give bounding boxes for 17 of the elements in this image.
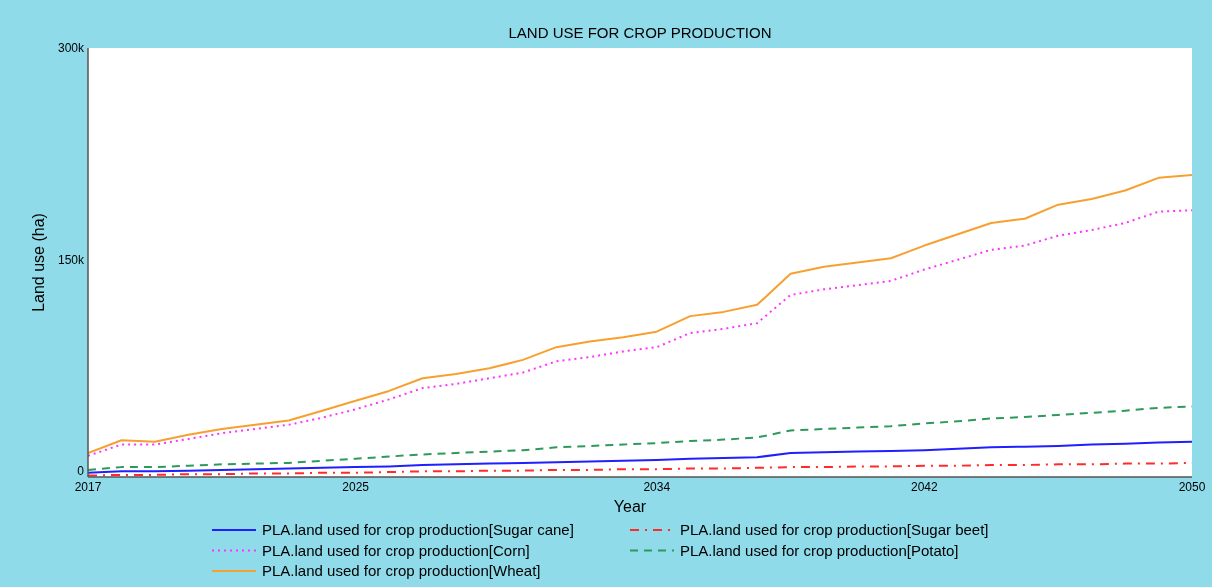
y-axis-title: Land use (ha) — [30, 213, 47, 312]
x-tick-label: 2042 — [911, 480, 939, 494]
legend-label: PLA.land used for crop production[Wheat] — [262, 562, 541, 579]
x-tick-label: 2034 — [643, 480, 671, 494]
y-tick-label: 300k — [57, 41, 85, 55]
legend-label: PLA.land used for crop production[Potato] — [680, 541, 959, 559]
x-tick-label: 2017 — [74, 480, 102, 494]
legend-label: PLA.land used for crop production[Sugar cane] — [262, 521, 574, 538]
line-series — [88, 440, 1192, 474]
y-tick-label: 150k — [57, 252, 85, 267]
x-tick-label: 2050 — [1178, 480, 1206, 494]
chart-title: LAND USE FOR CROP PRODUCTION — [508, 24, 772, 41]
legend-label: PLA.land used for crop production[Corn] — [262, 541, 530, 559]
x-axis-title: Year — [613, 498, 647, 515]
y-tick-label: 0 — [77, 464, 85, 479]
legend-label: PLA.land used for crop production[Sugar beet] — [680, 521, 989, 538]
x-tick-label: 2025 — [342, 480, 370, 494]
